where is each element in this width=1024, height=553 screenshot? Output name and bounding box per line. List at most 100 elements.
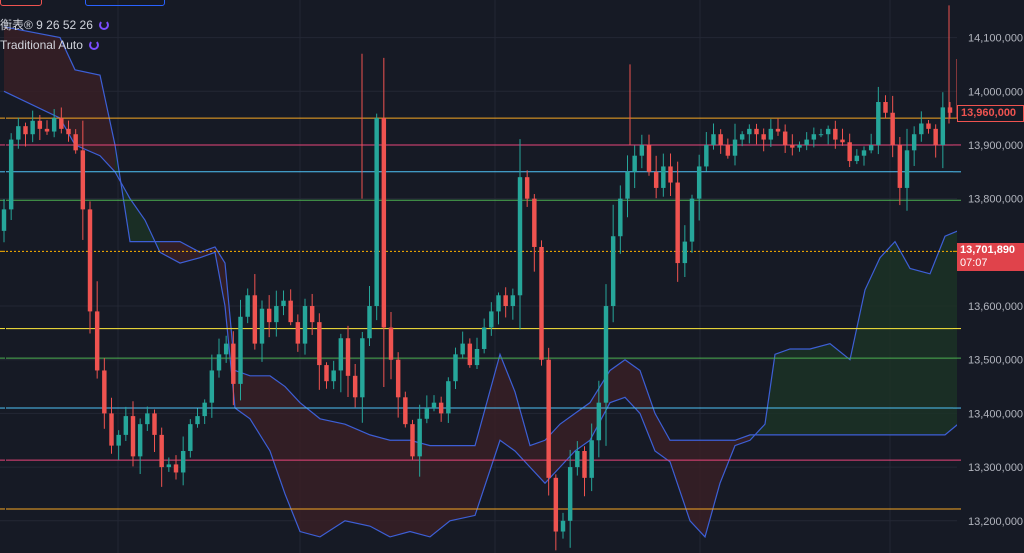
candle-body xyxy=(847,142,852,162)
cloud-segment xyxy=(390,440,410,537)
cloud-segment xyxy=(850,289,865,435)
candle-body xyxy=(790,144,795,148)
candle-body xyxy=(37,120,43,129)
candle-body xyxy=(718,134,723,145)
cloud-segment xyxy=(410,440,430,537)
loading-icon xyxy=(98,19,109,30)
top-tab-left[interactable] xyxy=(0,0,42,6)
cloud-segment xyxy=(640,370,655,451)
candle-body xyxy=(446,381,451,414)
cloud-segment xyxy=(345,424,370,527)
pivot-levels xyxy=(0,117,957,510)
span-a-line xyxy=(3,26,959,447)
candle-body xyxy=(582,450,587,478)
candle-body xyxy=(123,416,129,435)
candle-body xyxy=(30,120,35,135)
candle-body xyxy=(360,338,365,398)
candle-body xyxy=(725,144,731,156)
candle-body xyxy=(840,139,845,143)
axis-background xyxy=(957,0,1024,553)
candle-body xyxy=(395,359,401,398)
candle-body xyxy=(696,166,702,199)
candle-body xyxy=(137,424,143,457)
ichimoku-label: 衡表® 9 26 52 26 xyxy=(0,18,93,32)
candle-body xyxy=(947,107,953,113)
candle-body xyxy=(618,198,623,237)
candle-body xyxy=(102,370,107,414)
candle-body xyxy=(754,128,759,135)
top-tab-right[interactable] xyxy=(85,0,165,6)
candle-body xyxy=(782,131,788,145)
candle-body xyxy=(747,128,752,135)
candle-body xyxy=(775,128,781,132)
candle-body xyxy=(510,295,516,307)
cloud-segment xyxy=(575,402,590,451)
cloud-segment xyxy=(810,343,830,435)
cursor-price-tag: 13,701,890 07:07 xyxy=(957,243,1024,272)
candle-body xyxy=(919,123,924,135)
cloud-segment xyxy=(450,445,475,521)
candle-body xyxy=(489,311,494,328)
candle-body xyxy=(732,139,738,156)
candle-body xyxy=(80,150,86,210)
candle-body xyxy=(481,327,487,349)
candle-body xyxy=(467,343,473,366)
candle-body xyxy=(152,413,157,435)
cloud-segment xyxy=(285,386,300,532)
ichimoku-cloud xyxy=(3,26,959,539)
ichimoku-legend[interactable]: 衡表® 9 26 52 26 xyxy=(0,16,109,33)
cloud-segment xyxy=(895,241,910,435)
candle-body xyxy=(940,107,946,145)
candle-body xyxy=(431,402,437,409)
pivot-label: Traditional Auto xyxy=(0,38,83,52)
candle-body xyxy=(116,434,121,446)
cloud-segment xyxy=(475,354,500,516)
cloud-segment xyxy=(300,402,320,537)
candle-body xyxy=(44,128,50,132)
candle-body xyxy=(911,134,917,151)
candle-body xyxy=(130,416,136,457)
cloud-segment xyxy=(100,75,115,172)
candle-body xyxy=(503,295,508,307)
candle-body xyxy=(367,306,372,339)
price-axis: 14,100,000 14,000,000 13,900,000 13,800,000… xyxy=(957,0,1024,553)
candle-body xyxy=(166,464,172,468)
price-tick-label: 13,800,000 xyxy=(968,194,1023,206)
candle-body xyxy=(625,171,630,199)
candle-body xyxy=(661,166,666,188)
candle-body xyxy=(109,413,114,446)
price-tick-label: 14,000,000 xyxy=(968,86,1023,98)
current-price-tag: 13,960,000 xyxy=(957,104,1024,122)
candle-body xyxy=(575,450,580,468)
candle-body xyxy=(861,150,867,156)
candle-body xyxy=(51,118,57,132)
candle-body xyxy=(890,112,895,145)
candle-body xyxy=(818,134,824,136)
cloud-segment xyxy=(655,413,670,462)
candle-body xyxy=(331,370,336,382)
candle-body xyxy=(281,300,286,307)
cloud-segment xyxy=(75,69,100,156)
candle-body xyxy=(374,118,379,307)
candle-body xyxy=(532,198,537,247)
pivot-legend[interactable]: Traditional Auto xyxy=(0,38,99,52)
candle-body xyxy=(560,520,566,532)
candle-body xyxy=(188,424,193,451)
candle-body xyxy=(302,306,308,344)
candle-body xyxy=(259,308,265,344)
cloud-segment xyxy=(4,26,60,119)
candle-body xyxy=(632,155,637,172)
candle-body xyxy=(854,155,860,162)
candle-body xyxy=(539,246,544,360)
candle-body xyxy=(145,413,150,425)
candle-body xyxy=(797,144,802,148)
candle-body xyxy=(603,306,609,403)
candle-body xyxy=(933,128,938,145)
price-tick-label: 13,400,000 xyxy=(968,408,1023,420)
candle-body xyxy=(739,134,745,140)
cloud-segment xyxy=(250,375,270,451)
candle-body xyxy=(897,144,903,188)
